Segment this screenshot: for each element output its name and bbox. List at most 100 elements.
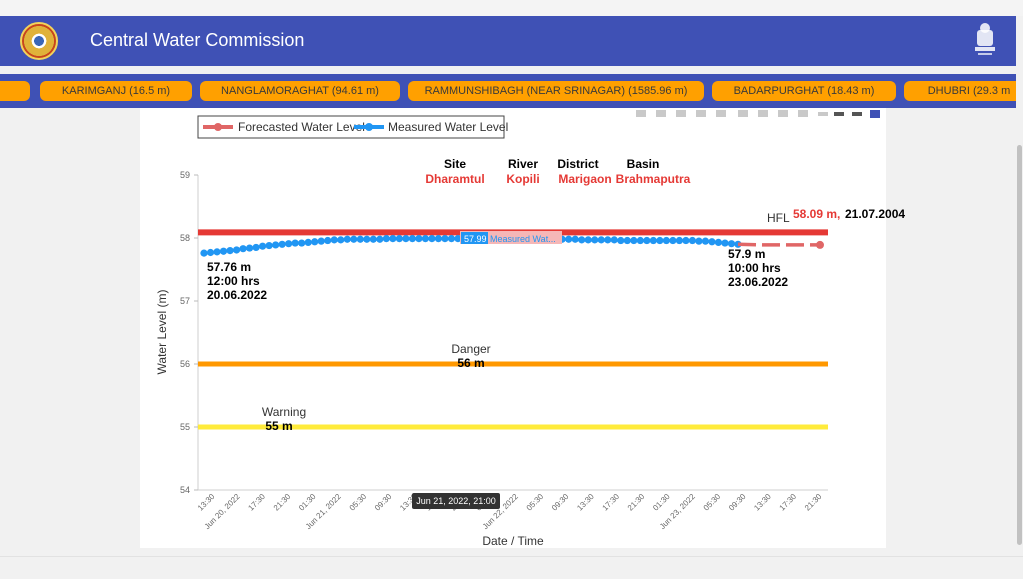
station-ticker: KARIMGANJ (16.5 m) NANGLAMORAGHAT (94.61… [0, 74, 1016, 108]
forecast-point[interactable] [816, 240, 824, 249]
measured-point[interactable] [701, 237, 710, 245]
measured-point[interactable] [734, 240, 742, 248]
measured-point[interactable] [714, 238, 723, 247]
hover-compare-icon[interactable] [852, 112, 862, 116]
measured-point[interactable] [265, 241, 273, 250]
measured-point[interactable] [415, 235, 423, 243]
station-chip[interactable]: KARIMGANJ (16.5 m) [40, 81, 192, 101]
warning-value: 55 m [265, 419, 292, 433]
x-tick-label: 21:30 [803, 492, 824, 513]
measured-point[interactable] [610, 236, 618, 244]
measured-point[interactable] [649, 236, 657, 245]
measured-point[interactable] [382, 235, 390, 243]
autoscale-icon[interactable] [778, 110, 788, 117]
zoom-icon[interactable] [656, 110, 666, 117]
measured-point[interactable] [643, 236, 651, 245]
measured-point[interactable] [617, 236, 625, 245]
measured-point[interactable] [428, 235, 436, 243]
camera-icon[interactable] [636, 110, 646, 117]
measured-point[interactable] [219, 247, 228, 255]
measured-point[interactable] [708, 238, 716, 246]
measured-point[interactable] [421, 235, 430, 243]
measured-point[interactable] [363, 235, 371, 243]
measured-point[interactable] [350, 235, 358, 243]
pan-icon[interactable] [676, 110, 686, 117]
measured-point[interactable] [682, 236, 690, 245]
measured-point[interactable] [272, 241, 280, 249]
measured-point[interactable] [304, 238, 312, 247]
measured-point[interactable] [434, 235, 443, 243]
scrollbar-thumb[interactable] [1017, 145, 1022, 545]
measured-point[interactable] [343, 235, 351, 243]
measured-point[interactable] [278, 240, 286, 248]
zoom-out-icon[interactable] [758, 110, 768, 117]
measured-point[interactable] [330, 236, 338, 244]
measured-point[interactable] [447, 235, 456, 243]
measured-point[interactable] [454, 235, 462, 243]
measured-point[interactable] [389, 235, 397, 243]
measured-point[interactable] [376, 235, 384, 243]
measured-point[interactable] [656, 236, 664, 245]
hover-closest-icon[interactable] [834, 112, 844, 116]
measured-point[interactable] [441, 235, 449, 243]
measured-point[interactable] [688, 236, 697, 245]
measured-point[interactable] [259, 242, 267, 250]
spike-icon[interactable] [818, 112, 828, 116]
measured-point[interactable] [623, 236, 631, 245]
legend-label-forecast[interactable]: Forecasted Water Level [238, 120, 365, 134]
home-icon[interactable] [798, 110, 808, 117]
measured-point[interactable] [239, 245, 247, 253]
measured-point[interactable] [571, 235, 579, 243]
x-tick-label: 09:30 [373, 492, 394, 513]
measured-point[interactable] [356, 235, 364, 243]
measured-point[interactable] [565, 235, 573, 243]
measured-point[interactable] [285, 240, 293, 248]
measured-point[interactable] [636, 236, 644, 245]
measured-point[interactable] [630, 236, 638, 245]
measured-point[interactable] [213, 248, 221, 256]
legend-label-measured[interactable]: Measured Water Level [388, 120, 508, 134]
app-title: Central Water Commission [90, 30, 305, 50]
select-icon[interactable] [696, 110, 706, 117]
measured-point[interactable] [206, 248, 215, 257]
measured-point[interactable] [317, 237, 325, 245]
measured-point[interactable] [695, 237, 703, 245]
measured-point[interactable] [727, 240, 736, 248]
measured-point[interactable] [226, 247, 234, 255]
app-header: Central Water Commission [0, 16, 1016, 66]
measured-point[interactable] [662, 236, 670, 245]
measured-point[interactable] [604, 236, 612, 244]
measured-point[interactable] [298, 239, 306, 247]
measured-point[interactable] [245, 244, 254, 252]
measured-point[interactable] [597, 236, 605, 244]
measured-point[interactable] [669, 236, 677, 245]
measured-point[interactable] [408, 235, 416, 243]
measured-point[interactable] [584, 236, 592, 244]
measured-point[interactable] [324, 236, 332, 245]
end-time: 10:00 hrs [728, 261, 781, 275]
x-tick-label: 09:30 [727, 492, 748, 513]
measured-point[interactable] [578, 236, 586, 244]
measured-point[interactable] [232, 246, 241, 254]
measured-point[interactable] [252, 243, 260, 252]
measured-point[interactable] [591, 236, 599, 244]
measured-point[interactable] [369, 235, 377, 243]
plotly-logo-icon[interactable] [870, 110, 880, 118]
x-tick-label: 13:30 [752, 492, 773, 513]
station-chip[interactable]: NANGLAMORAGHAT (94.61 m) [200, 81, 400, 101]
measured-point[interactable] [337, 236, 345, 244]
lasso-icon[interactable] [716, 110, 726, 117]
measured-point[interactable] [200, 249, 208, 257]
measured-point[interactable] [721, 239, 729, 247]
station-chip[interactable]: DHUBRI (29.3 m [904, 81, 1016, 101]
zoom-in-icon[interactable] [738, 110, 748, 117]
y-ticks: 54 55 56 57 58 59 [180, 170, 198, 495]
measured-point[interactable] [402, 235, 410, 243]
station-chip[interactable]: RAMMUNSHIBAGH (NEAR SRINAGAR) (1585.96 m… [408, 81, 704, 101]
measured-point[interactable] [675, 236, 683, 245]
station-chip[interactable]: BADARPURGHAT (18.43 m) [712, 81, 896, 101]
measured-point[interactable] [395, 235, 403, 243]
measured-point[interactable] [291, 239, 299, 247]
station-chip-edge[interactable] [0, 81, 30, 101]
measured-point[interactable] [311, 238, 319, 246]
